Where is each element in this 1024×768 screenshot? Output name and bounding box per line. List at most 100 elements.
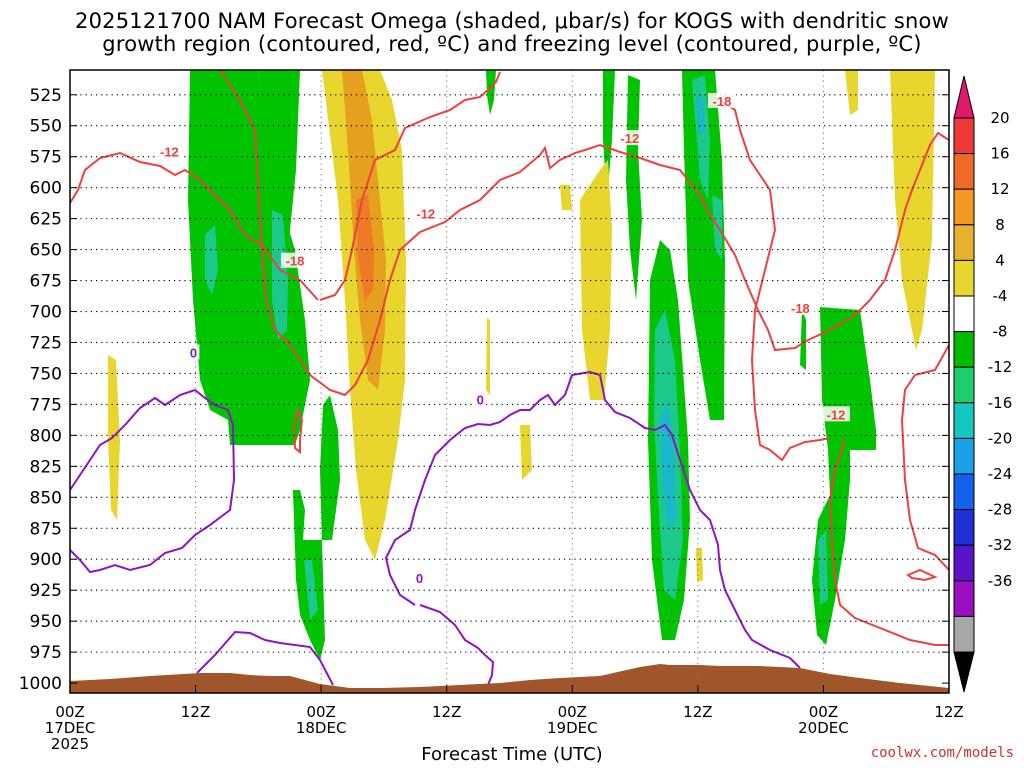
contour-label-bg [615, 130, 644, 146]
ascent-region-1 [188, 70, 310, 445]
y-axis: 525 550 575 600 625 650 675 700 725 750 775 800 825 8… [19, 86, 949, 694]
dendritic-contour-7 [906, 568, 938, 582]
colorbar-box [953, 331, 975, 368]
contour-label-bg [821, 406, 850, 422]
y-tick-label: 650 [30, 241, 62, 261]
chart-title-line2: growth region (contoured, red, ºC) and f… [102, 32, 922, 56]
colorbar-label: -4 [993, 287, 1008, 305]
descent-region-6 [845, 70, 858, 115]
contour-label: -12 [827, 407, 846, 422]
strong-ascent-7 [818, 530, 828, 605]
strong-ascent-1 [205, 225, 218, 295]
y-tick-label: 975 [30, 643, 62, 663]
colorbar-label: 8 [995, 216, 1005, 234]
colorbar-top-triangle [953, 75, 975, 119]
omega-green-regions [188, 70, 876, 660]
colorbar-label: -8 [993, 323, 1008, 341]
ascent-region-7 [682, 70, 725, 420]
descent-region-2 [108, 355, 120, 520]
contour-label: -12 [416, 207, 435, 222]
colorbar-label: 12 [990, 180, 1009, 198]
ascent-region-4 [320, 395, 340, 540]
x-tick-label: 17DEC [45, 719, 96, 737]
x-tick-label: 00Z [55, 703, 84, 721]
y-tick-label: 525 [30, 86, 62, 106]
colorbar-label: -28 [988, 501, 1013, 519]
y-tick-label: 625 [30, 210, 62, 230]
max-ascent-2 [696, 95, 705, 135]
contour-label: -18 [791, 301, 810, 316]
colorbar-box [953, 259, 975, 297]
x-tick-label: 12Z [934, 703, 963, 721]
y-tick-label: 575 [30, 148, 62, 168]
y-tick-label: 600 [30, 179, 62, 199]
descent-region-4 [520, 425, 532, 480]
colorbar-box [953, 224, 975, 261]
y-tick-label: 900 [30, 550, 62, 570]
ascent-region-11 [800, 310, 806, 370]
chart-title-line1: 2025121700 NAM Forecast Omega (shaded, μ… [75, 9, 949, 33]
contour-labels: -12 -18 -12 -12 -18 -18 -12 0 0 0 [155, 92, 850, 586]
colorbar-box [953, 615, 975, 653]
strong-ascent-5 [712, 195, 722, 260]
contour-label: -18 [713, 94, 732, 109]
omega-dark-orange-regions [356, 195, 374, 300]
contour-label-bg [187, 344, 200, 360]
max-ascent-1 [660, 400, 676, 530]
y-tick-label: 700 [30, 303, 62, 323]
x-tick-label: 00Z [809, 703, 838, 721]
freezing-contour-1 [70, 388, 236, 574]
descent-region-5 [580, 160, 612, 400]
colorbar-bottom-triangle [953, 651, 975, 693]
freezing-contours [70, 370, 801, 686]
x-tick-label: 00Z [306, 703, 335, 721]
dendritic-contours [70, 70, 949, 646]
ascent-region-6 [626, 75, 642, 300]
colorbar-box [953, 473, 975, 511]
terrain [70, 664, 949, 693]
contour-label-bg [707, 92, 736, 108]
colorbar-box [953, 544, 975, 582]
colorbar-label: -24 [988, 465, 1013, 483]
dendritic-contour-4 [719, 99, 831, 462]
x-tick-label: 20DEC [798, 719, 849, 737]
colorbar-label: -32 [988, 536, 1013, 554]
x-tick-label: 12Z [683, 703, 712, 721]
descent-region-8 [696, 548, 703, 582]
ascent-region-2 [258, 70, 300, 280]
colorbar-label: 20 [990, 109, 1009, 127]
colorbar-label: -36 [988, 572, 1013, 590]
y-tick-label: 675 [30, 272, 62, 292]
colorbar-label: -16 [988, 394, 1013, 412]
max-descent-1 [356, 195, 374, 300]
horizontal-gridlines [70, 94, 949, 653]
omega-teal-regions [205, 75, 828, 620]
y-tick-label: 725 [30, 333, 62, 353]
colorbar-box [953, 188, 975, 226]
freezing-contour-2 [196, 630, 334, 686]
colorbar-box [953, 295, 975, 333]
dendritic-contour-5 [828, 439, 949, 646]
omega-shading [70, 70, 949, 693]
contour-label: -18 [286, 254, 305, 269]
contour-label: -12 [620, 131, 639, 146]
plot-frame [69, 69, 950, 694]
dendritic-contour-2 [219, 70, 949, 397]
strong-ascent-2 [272, 210, 288, 340]
colorbar-box [953, 402, 975, 439]
colorbar-box [953, 580, 975, 617]
colorbar-label: -20 [988, 429, 1013, 447]
x-tick-label: 12Z [181, 703, 210, 721]
colorbar-box [953, 153, 975, 190]
contour-label-bg [413, 569, 426, 585]
colorbar-label: -12 [988, 358, 1013, 376]
ascent-region-5 [486, 70, 496, 115]
x-tick-label: 18DEC [296, 719, 347, 737]
contour-label: 0 [416, 571, 423, 586]
y-tick-label: 1000 [19, 674, 62, 694]
contour-label: 0 [477, 392, 484, 407]
y-tick-label: 875 [30, 519, 62, 539]
contour-label: -12 [160, 145, 179, 160]
strong-ascent-4 [692, 75, 710, 200]
